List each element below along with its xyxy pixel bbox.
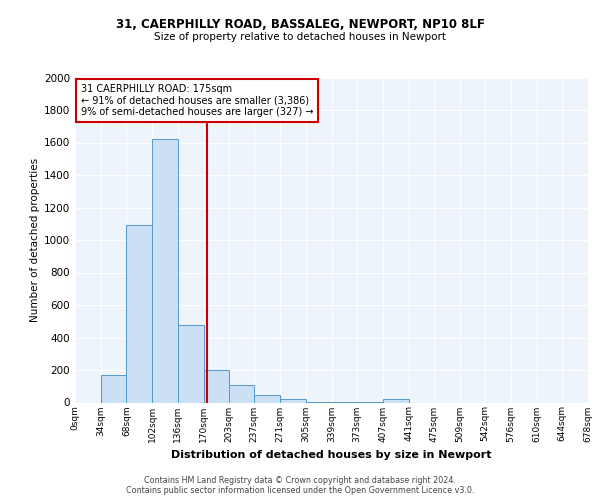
Text: Contains public sector information licensed under the Open Government Licence v3: Contains public sector information licen…	[126, 486, 474, 495]
Bar	[152, 139, 178, 402]
Bar	[280, 399, 306, 402]
Y-axis label: Number of detached properties: Number of detached properties	[30, 158, 40, 322]
Text: 31 CAERPHILLY ROAD: 175sqm
← 91% of detached houses are smaller (3,386)
9% of se: 31 CAERPHILLY ROAD: 175sqm ← 91% of deta…	[81, 84, 314, 117]
Bar	[229, 386, 254, 402]
Bar	[101, 375, 127, 402]
Bar	[254, 395, 280, 402]
Bar	[127, 226, 152, 402]
Text: Contains HM Land Registry data © Crown copyright and database right 2024.: Contains HM Land Registry data © Crown c…	[144, 476, 456, 485]
Text: Size of property relative to detached houses in Newport: Size of property relative to detached ho…	[154, 32, 446, 42]
Bar	[203, 370, 229, 402]
X-axis label: Distribution of detached houses by size in Newport: Distribution of detached houses by size …	[171, 450, 492, 460]
Bar	[178, 324, 203, 402]
Text: 31, CAERPHILLY ROAD, BASSALEG, NEWPORT, NP10 8LF: 31, CAERPHILLY ROAD, BASSALEG, NEWPORT, …	[116, 18, 484, 30]
Bar	[383, 399, 409, 402]
